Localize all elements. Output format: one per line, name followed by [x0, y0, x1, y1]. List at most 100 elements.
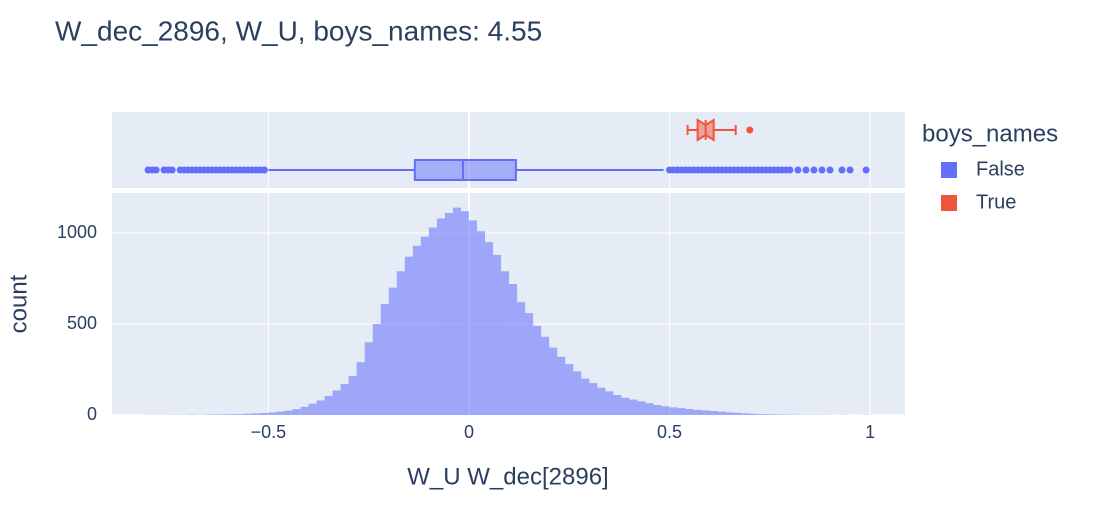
box [413, 159, 517, 181]
histogram-bar [661, 406, 670, 415]
histogram-bar [428, 227, 437, 415]
outlier-point [802, 166, 810, 174]
histogram-bar [717, 411, 726, 415]
histogram-bar [284, 410, 293, 415]
histogram-bar [541, 336, 550, 415]
histogram-bar [396, 271, 405, 415]
histogram-bar [557, 356, 566, 415]
histogram-bar [356, 362, 365, 415]
histogram-bar [260, 412, 269, 415]
histogram-bar [653, 404, 662, 415]
histogram-bar [773, 414, 782, 415]
histogram-bar [460, 211, 469, 415]
outlier-point [168, 166, 176, 174]
histogram-bar [477, 231, 486, 415]
histogram-bar [372, 324, 381, 415]
histogram-bar [733, 412, 742, 415]
outlier-point [826, 166, 834, 174]
histogram-bar [485, 242, 494, 415]
histogram-bar [308, 403, 317, 415]
histogram-bar [605, 391, 614, 415]
histogram-bar [709, 410, 718, 415]
histogram-bar [332, 390, 341, 415]
histogram-bar [268, 412, 277, 415]
histogram-bar [629, 399, 638, 415]
y-tick-label: 500 [67, 313, 97, 333]
histogram-bar [765, 414, 774, 415]
outlier-point [786, 166, 794, 174]
histogram-bar [276, 411, 285, 415]
histogram-bar [412, 245, 421, 415]
histogram-bar [316, 400, 325, 415]
histogram-bar [452, 207, 461, 415]
histogram-bar [725, 412, 734, 415]
histogram-bar [380, 304, 389, 415]
x-tick-label: 0.5 [657, 422, 682, 442]
x-tick-label: 1 [865, 422, 875, 442]
x-tick-label: −0.5 [251, 422, 287, 442]
x-tick-label: 0 [464, 422, 474, 442]
outlier-point [862, 166, 870, 174]
histogram-bar [621, 397, 630, 415]
legend-swatch[interactable] [941, 195, 957, 211]
histogram-bar [581, 378, 590, 415]
outlier-point [260, 166, 268, 174]
histogram-bar [420, 236, 429, 415]
histogram-bar [436, 218, 445, 415]
histogram-bar [509, 283, 518, 415]
histogram-bar [300, 406, 309, 415]
histogram-bar [228, 414, 237, 415]
y-tick-label: 1000 [57, 222, 97, 242]
histogram-bar [501, 271, 510, 415]
outlier-point [810, 166, 818, 174]
histogram-bar [533, 325, 542, 415]
legend-label[interactable]: False [976, 158, 1025, 180]
histogram-bar [324, 395, 333, 415]
histogram-bar [517, 302, 526, 415]
histogram-bar [549, 347, 558, 415]
histogram-bar [565, 364, 574, 415]
histogram-bar [364, 342, 373, 415]
histogram-bar [252, 413, 261, 415]
x-axis-label: W_U W_dec[2896] [407, 463, 608, 490]
histogram-bar [444, 213, 453, 415]
histogram-bar [693, 409, 702, 415]
histogram-bar [589, 383, 598, 415]
histogram-bar [741, 413, 750, 415]
histogram-bar [669, 407, 678, 415]
outlier-point [818, 166, 826, 174]
outlier-point [794, 166, 802, 174]
histogram-bar [749, 413, 758, 415]
histogram-bar [212, 414, 221, 415]
histogram-bar [677, 408, 686, 415]
outlier-point [846, 166, 854, 174]
outlier-point [838, 166, 846, 174]
histogram-bar [685, 408, 694, 415]
histogram-bar [645, 403, 654, 415]
histogram-bar [525, 313, 534, 415]
histogram-bar [701, 410, 710, 415]
histogram-bar [637, 401, 646, 415]
outlier-point [152, 166, 160, 174]
histogram-bar [340, 384, 349, 415]
legend-swatch[interactable] [941, 162, 957, 178]
histogram-bar [244, 413, 253, 415]
histogram-bar [468, 220, 478, 415]
histogram-bar [573, 371, 582, 415]
y-axis-label: count [5, 274, 32, 333]
histogram-bar [292, 409, 301, 415]
histogram-bar [220, 414, 229, 415]
histogram-bar [388, 287, 397, 415]
histogram-bar [613, 394, 622, 415]
legend-title: boys_names [922, 120, 1058, 147]
histogram-bar [493, 254, 502, 415]
histogram-bar [348, 375, 357, 415]
histogram-bar [757, 414, 766, 415]
y-tick-label: 0 [87, 404, 97, 424]
histogram-bar [404, 256, 413, 415]
legend-label[interactable]: True [976, 191, 1016, 213]
histogram-bar [597, 387, 606, 415]
histogram-bar [236, 414, 245, 415]
chart-title: W_dec_2896, W_U, boys_names: 4.55 [55, 15, 542, 46]
